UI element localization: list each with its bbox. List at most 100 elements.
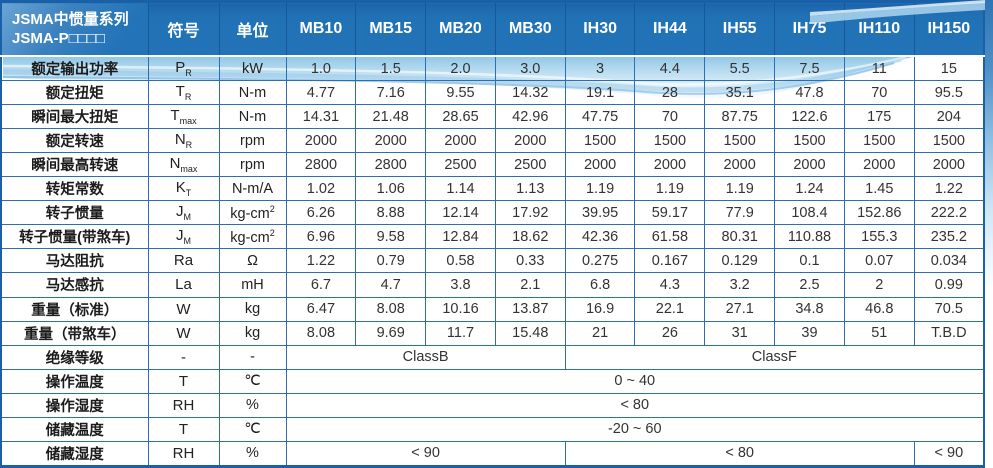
spec-value-cell: 70 <box>634 104 706 130</box>
column-header-model: IH30 <box>564 1 636 57</box>
spec-unit: mH <box>218 272 287 298</box>
spec-value-cell: 6.96 <box>285 224 357 250</box>
column-header-symbol: 符号 <box>147 1 220 57</box>
column-header-model: IH110 <box>843 1 915 57</box>
spec-value-cell: 0.07 <box>843 248 915 274</box>
unit-text: N-m <box>238 108 267 125</box>
spec-value-cell: < 80 <box>564 440 915 468</box>
spec-value-cell: 70.5 <box>913 296 985 322</box>
spec-value-cell: 1.19 <box>564 176 636 202</box>
spec-value-cell: ClassF <box>564 344 985 370</box>
spec-value-cell: 1.5 <box>355 55 427 82</box>
spec-value-cell: 0.129 <box>704 248 776 274</box>
spec-value-cell: 2800 <box>285 152 357 178</box>
spec-unit: N-m <box>218 104 287 130</box>
spec-symbol: NR <box>147 128 220 154</box>
spec-symbol: Ra <box>147 248 220 274</box>
column-header-model: MB30 <box>494 1 566 57</box>
spec-value-cell: 2500 <box>494 152 566 178</box>
spec-value-cell: 1.22 <box>913 176 985 202</box>
spec-value-cell: 0.33 <box>494 248 566 274</box>
spec-value-cell: 7.5 <box>774 55 845 82</box>
spec-value-cell: 204 <box>913 104 985 130</box>
spec-value-cell: 7.16 <box>355 80 427 106</box>
spec-label: 绝缘等级 <box>0 344 149 370</box>
spec-row: 转矩常数 KT N-m/A 1.02 1.06 1.14 1.13 1.19 1.19 1.… <box>0 176 985 202</box>
spec-value-cell: 2.5 <box>774 272 845 298</box>
spec-row: 额定转速 NR rpm 2000 2000 2000 2000 1500 1500 1500… <box>0 128 985 154</box>
spec-value-cell: 26 <box>634 320 706 346</box>
spec-value-cell: 4.3 <box>634 272 706 298</box>
spec-value-cell: 9.55 <box>425 80 496 106</box>
spec-row: 重量（标准） W kg 6.47 8.08 10.16 13.87 16.9 22.1 27… <box>0 296 985 322</box>
spec-value-cell: 1.24 <box>774 176 845 202</box>
spec-unit: ℃ <box>218 368 287 394</box>
spec-value-cell: 2000 <box>634 152 706 178</box>
spec-value-cell: 59.17 <box>634 200 706 226</box>
spec-value-cell: 1.19 <box>634 176 706 202</box>
spec-row: 转子惯量(带煞车) JM kg-cm2 6.96 9.58 12.84 18.62 42… <box>0 224 985 250</box>
spec-symbol: RH <box>147 440 220 468</box>
unit-text: kg-cm <box>230 205 270 222</box>
spec-value-cell: 1500 <box>564 128 636 154</box>
spec-value-cell: < 90 <box>285 440 566 468</box>
symbol-text: RH <box>172 444 195 462</box>
spec-value-cell: 1.06 <box>355 176 427 202</box>
symbol-text: T <box>178 420 189 438</box>
unit-text: rpm <box>240 156 265 173</box>
spec-value-cell: < 90 <box>913 440 985 468</box>
spec-label: 瞬间最高转速 <box>0 152 149 178</box>
spec-value-cell: 110.88 <box>774 224 845 250</box>
unit-superscript: 2 <box>269 203 275 214</box>
spec-unit: kg <box>218 320 287 346</box>
spec-value-cell: 0.1 <box>774 248 845 274</box>
spec-value-cell: 11.7 <box>425 320 496 346</box>
spec-value-cell: 2000 <box>355 128 427 154</box>
spec-value-cell: 0.99 <box>913 272 985 298</box>
unit-text: kg <box>244 301 261 318</box>
spec-value-cell: 152.86 <box>843 200 915 226</box>
spec-unit: rpm <box>218 152 287 178</box>
spec-row: 储藏湿度 RH % < 90 < 80 < 90 <box>0 440 985 468</box>
spec-row: 瞬间最高转速 Nmax rpm 2800 2800 2500 2500 2000 2000… <box>0 152 985 178</box>
symbol-subscript: M <box>183 212 192 223</box>
spec-value-cell: 5.5 <box>704 55 776 82</box>
spec-value-cell: 42.36 <box>564 224 636 250</box>
spec-table-body: 额定输出功率 PR kW 1.0 1.5 2.0 3.0 3 4.4 5.5 7.5 11 15 … <box>0 55 985 468</box>
spec-unit: % <box>218 392 287 418</box>
spec-value-cell: 28 <box>634 80 706 106</box>
spec-value-cell: 2800 <box>355 152 427 178</box>
symbol-subscript: T <box>185 188 192 199</box>
spec-value-cell: 13.87 <box>494 296 566 322</box>
spec-value-cell: ClassB <box>285 344 566 370</box>
spec-value-cell: < 80 <box>285 392 985 418</box>
symbol-subscript: max <box>180 164 198 175</box>
spec-row: 重量（带煞车） W kg 8.08 9.69 11.7 15.48 21 26 31 39 51… <box>0 320 985 346</box>
spec-value-cell: 15.48 <box>494 320 566 346</box>
spec-value-cell: 47.75 <box>564 104 636 130</box>
spec-value-cell: 2000 <box>285 128 357 154</box>
spec-row: 转子惯量 JM kg-cm2 6.26 8.88 12.14 17.92 39.95 59… <box>0 200 985 226</box>
spec-value-cell: 1500 <box>774 128 845 154</box>
spec-value-cell: 95.5 <box>913 80 985 106</box>
spec-value-cell: 16.9 <box>564 296 636 322</box>
spec-unit: kg <box>218 296 287 322</box>
spec-value-cell: 1500 <box>634 128 706 154</box>
spec-value-cell: 17.92 <box>494 200 566 226</box>
spec-value-cell: 2 <box>843 272 915 298</box>
spec-value-cell: 1500 <box>913 128 985 154</box>
spec-label: 转矩常数 <box>0 176 149 202</box>
spec-value-cell: 3.2 <box>704 272 776 298</box>
spec-symbol: TR <box>147 80 220 106</box>
spec-value-cell: 9.69 <box>355 320 427 346</box>
spec-value-cell: 27.1 <box>704 296 776 322</box>
spec-value-cell: 1.14 <box>425 176 496 202</box>
spec-value-cell: 1500 <box>843 128 915 154</box>
spec-value-cell: 1.45 <box>843 176 915 202</box>
spec-symbol: T <box>147 416 220 442</box>
spec-label: 额定扭矩 <box>0 80 149 106</box>
right-accent-strip <box>985 0 993 468</box>
spec-value-cell: 4.4 <box>634 55 706 82</box>
